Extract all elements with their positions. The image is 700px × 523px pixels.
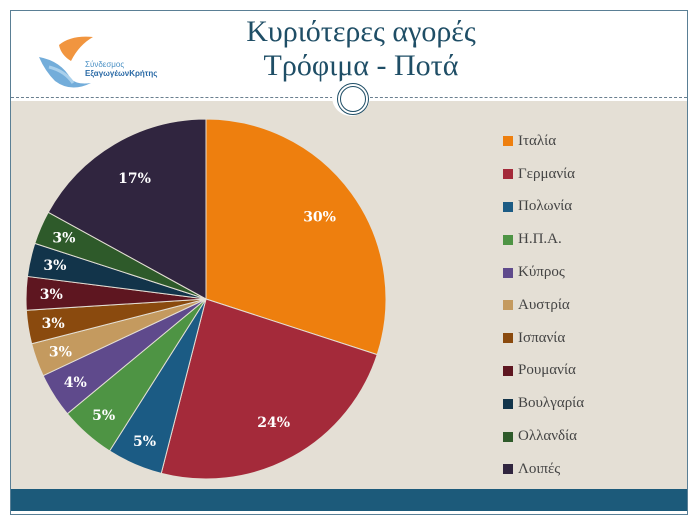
logo-text-line1: Σύνδεσμος [85,60,125,69]
legend-label: Πολωνία [518,198,573,215]
legend-swatch [503,267,513,278]
legend-label: Ολλανδία [518,428,577,445]
legend-swatch [503,169,513,180]
legend-item: Η.Π.Α. [503,223,584,256]
data-label: 3% [40,287,63,303]
data-label: 5% [92,408,115,424]
pie-slice-10 [47,118,207,300]
title-line2: Τρόφιμα - Ποτά [263,49,459,82]
logo-text: Σύνδεσμος ΕξαγωγέωνΚρήτης [85,60,157,78]
legend-swatch [503,333,513,344]
title-line1: Κυριότερες αγορές [246,15,476,48]
logo: Σύνδεσμος ΕξαγωγέωνΚρήτης [31,31,171,91]
legend-swatch [503,136,513,147]
legend-item: Γερμανία [503,158,584,191]
slide-frame: Σύνδεσμος ΕξαγωγέωνΚρήτης Κυριότερες αγο… [10,10,688,515]
legend-label: Η.Π.Α. [518,231,562,248]
data-label: 3% [42,316,65,332]
legend-item: Αυστρία [503,289,584,322]
data-label: 30% [303,209,336,225]
data-label: 3% [49,344,72,360]
legend-item: Λοιπές [503,453,584,486]
legend-label: Κύπρος [518,264,565,281]
legend-swatch [503,464,513,475]
data-label: 5% [133,434,156,450]
footer-bar [11,489,687,511]
legend-label: Ισπανία [518,329,566,346]
legend-label: Ιταλία [518,132,557,149]
circle-ornament [332,78,370,116]
data-label: 17% [118,171,151,187]
legend-item: Πολωνία [503,191,584,224]
data-label: 4% [64,375,87,391]
legend-label: Λοιπές [518,460,561,477]
pie-chart: 30% 24% 5% 5% 4% 3% 3% 3% 3% 3% 17% [25,118,387,480]
legend-swatch [503,431,513,442]
page-title: Κυριότερες αγορές Τρόφιμα - Ποτά [201,15,521,83]
logo-text-line2: ΕξαγωγέωνΚρήτης [85,69,158,78]
legend-swatch [503,201,513,212]
data-label: 3% [52,231,75,247]
pie-slice-1 [160,298,378,480]
chart-area: 30% 24% 5% 5% 4% 3% 3% 3% 3% 3% 17% Ιταλία Γερμανία… [11,101,687,489]
legend-item: Κύπρος [503,256,584,289]
legend-label: Ρουμανία [518,362,576,379]
legend-swatch [503,300,513,311]
pie-slice-0 [205,118,387,356]
legend-swatch [503,365,513,376]
legend-swatch [503,234,513,245]
legend-item: Ισπανία [503,322,584,355]
legend-item: Βουλγαρία [503,387,584,420]
chart-legend: Ιταλία Γερμανία Πολωνία Η.Π.Α. Κύπρος Αυστρία… [503,125,584,486]
legend-label: Γερμανία [518,165,576,182]
logo-graphic [39,36,93,88]
data-label: 3% [43,258,66,274]
legend-label: Βουλγαρία [518,395,585,412]
legend-item: Ιταλία [503,125,584,158]
legend-item: Ολλανδία [503,420,584,453]
legend-item: Ρουμανία [503,355,584,388]
legend-swatch [503,398,513,409]
legend-label: Αυστρία [518,296,570,313]
data-label: 24% [257,415,290,431]
